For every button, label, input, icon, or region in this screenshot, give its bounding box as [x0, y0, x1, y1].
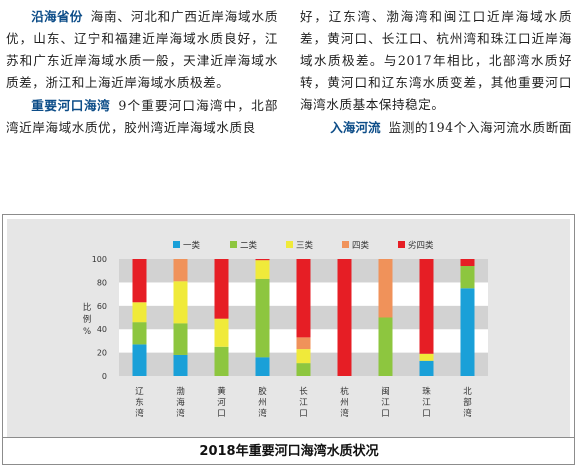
- rivers-text: 监测的194个入海河流水质断面: [388, 120, 572, 135]
- x-tick-label-char: 口: [381, 409, 390, 419]
- bar-segment: [214, 259, 229, 319]
- x-tick-label-char: 闽: [381, 386, 390, 397]
- y-tick-label: 40: [97, 325, 107, 334]
- y-tick-label: 100: [92, 255, 107, 264]
- figure-caption: 2018年重要河口海湾水质状况: [199, 444, 379, 459]
- legend-label: 劣四类: [408, 240, 434, 251]
- legend-swatch: [398, 241, 405, 248]
- legend-label: 一类: [183, 240, 201, 251]
- legend-swatch: [230, 241, 237, 248]
- bar-segment: [419, 353, 434, 361]
- x-tick-label-char: 辽: [135, 387, 144, 397]
- x-tick-label-char: 渤: [176, 386, 185, 397]
- x-tick-label-char: 河: [217, 397, 226, 408]
- x-tick-label-char: 口: [217, 409, 226, 419]
- bays-continued-paragraph: 好，辽东湾、渤海湾和闽江口近岸海域水质差，黄河口、长江口、杭州湾和珠江口近岸海域…: [300, 9, 572, 112]
- bar-segment: [255, 278, 270, 358]
- bar-segment: [132, 322, 147, 345]
- bar-segment: [419, 259, 434, 354]
- x-tick-label-char: 江: [299, 398, 308, 408]
- y-axis-label-char: 比: [83, 302, 92, 313]
- y-tick-label: 80: [97, 278, 107, 287]
- bar-segment: [173, 354, 188, 376]
- article-right-column: 好，辽东湾、渤海湾和闽江口近岸海域水质差，黄河口、长江口、杭州湾和珠江口近岸海域…: [300, 6, 572, 139]
- legend-label: 三类: [296, 240, 314, 251]
- legend-label: 四类: [352, 240, 370, 251]
- legend-swatch: [286, 241, 293, 248]
- x-tick-label-char: 州: [258, 398, 267, 408]
- x-tick-label-char: 湾: [176, 408, 185, 419]
- bar-segment: [214, 346, 229, 376]
- bar-segment: [460, 288, 475, 376]
- y-tick-label: 0: [102, 372, 107, 381]
- caption-rule: [2, 437, 575, 438]
- y-axis-label-char: 例: [83, 314, 92, 325]
- bar-segment: [132, 344, 147, 376]
- x-tick-label-char: 长: [299, 386, 308, 397]
- bar-segment: [296, 363, 311, 376]
- bar-segment: [419, 360, 434, 376]
- bar-segment: [296, 349, 311, 364]
- x-tick-label-char: 口: [299, 409, 308, 419]
- x-tick-label-char: 江: [422, 398, 431, 408]
- coastal-paragraph: 沿海省份 海南、河北和广西近岸海域水质优，山东、辽宁和福建近岸海域水质良好，江苏和…: [6, 6, 278, 94]
- bar-segment: [460, 259, 475, 267]
- x-tick-label-char: 江: [381, 398, 390, 408]
- bays-paragraph: 重要河口海湾 9个重要河口海湾中，北部湾近岸海域水质优，胶州湾近岸海域水质良: [6, 95, 278, 139]
- x-tick-label-char: 湾: [135, 408, 144, 419]
- x-tick-label-char: 黄: [217, 386, 226, 397]
- article-left-column: 沿海省份 海南、河北和广西近岸海域水质优，山东、辽宁和福建近岸海域水质良好，江苏和…: [6, 6, 278, 139]
- coastal-heading: 沿海省份: [31, 9, 83, 24]
- y-axis-label-char: %: [83, 327, 91, 337]
- bar-segment: [173, 281, 188, 324]
- bar-segment: [255, 259, 270, 261]
- x-tick-label-char: 湾: [340, 408, 349, 419]
- bar-segment: [132, 259, 147, 303]
- bar-segment: [132, 302, 147, 323]
- bar-segment: [296, 337, 311, 350]
- bays-heading: 重要河口海湾: [31, 98, 111, 113]
- bar-segment: [296, 259, 311, 338]
- y-tick-label: 60: [97, 302, 107, 311]
- x-tick-label-char: 东: [135, 397, 144, 408]
- x-tick-label-char: 口: [422, 409, 431, 419]
- stacked-bar-chart: 020406080100比例%辽东湾渤海湾黄河口胶州湾长江口杭州湾闽江口珠江口北…: [83, 240, 488, 419]
- coastal-text: 海南、河北和广西近岸海域水质优，山东、辽宁和福建近岸海域水质良好，江苏和广东近岸…: [6, 9, 279, 90]
- x-tick-label-char: 海: [176, 397, 185, 408]
- bar-segment: [337, 259, 352, 376]
- x-tick-label-char: 部: [463, 397, 472, 408]
- figure-frame: 0 20 40 60 80 100 比例% 辽东湾渤海湾黄河口胶州湾长江口杭州湾闽江口珠江口北…: [2, 214, 575, 465]
- x-tick-label-char: 州: [340, 398, 349, 408]
- x-tick-label-char: 北: [463, 387, 472, 397]
- bar-segment: [378, 317, 393, 376]
- rivers-paragraph: 入海河流 监测的194个入海河流水质断面: [300, 117, 572, 139]
- bar-segment: [255, 260, 270, 279]
- legend-swatch: [173, 241, 180, 248]
- bar-segment: [378, 259, 393, 318]
- bar-segment: [214, 318, 229, 347]
- legend-swatch: [342, 241, 349, 248]
- bays-text: 9个重要河口海湾中，北部湾近岸海域水质优，胶州湾近岸海域水质良: [6, 98, 278, 135]
- bar-segment: [255, 357, 270, 376]
- x-tick-label-char: 湾: [258, 408, 267, 419]
- x-tick-label-char: 杭: [340, 386, 349, 397]
- x-tick-label-char: 湾: [463, 408, 472, 419]
- y-tick-label: 20: [97, 349, 107, 358]
- x-tick-label-char: 胶: [258, 386, 267, 397]
- bar-segment: [173, 259, 188, 282]
- x-tick-label-char: 珠: [422, 386, 431, 397]
- bar-segment: [460, 266, 475, 289]
- legend-label: 二类: [240, 240, 258, 251]
- bar-segment: [173, 323, 188, 355]
- rivers-heading: 入海河流: [330, 120, 381, 135]
